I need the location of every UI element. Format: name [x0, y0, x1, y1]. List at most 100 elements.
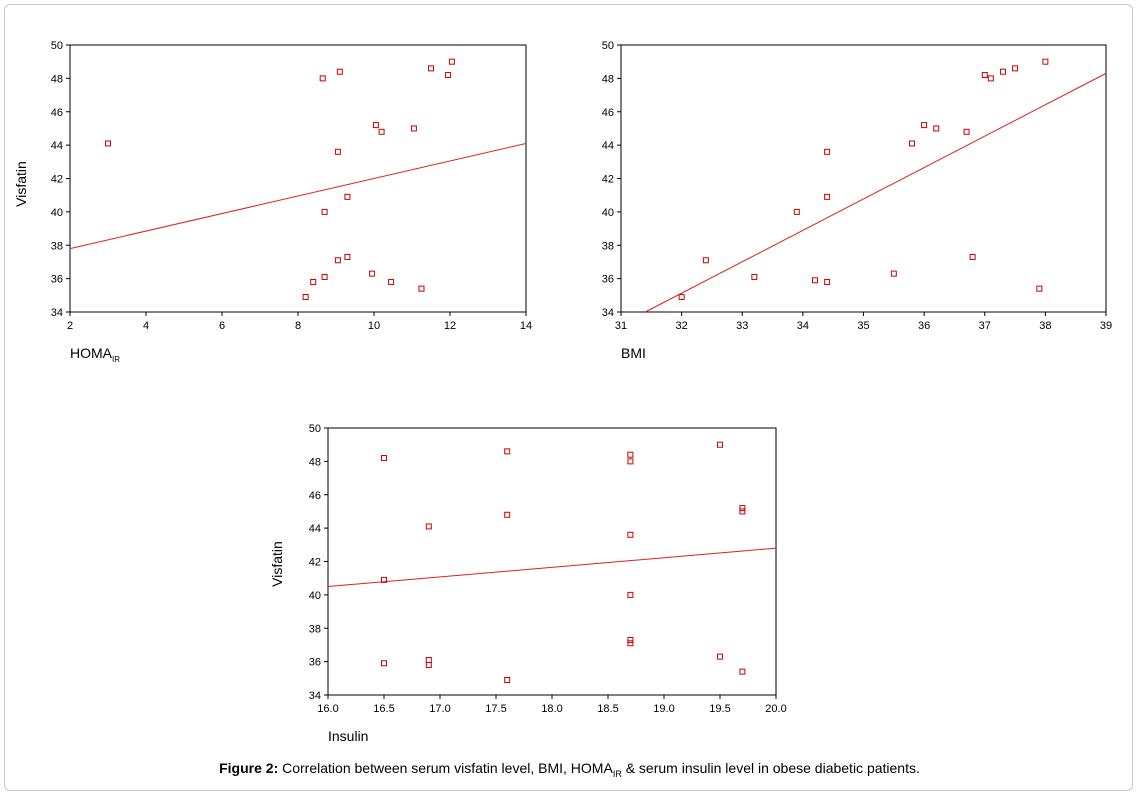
chart-2-y-tick-label: 36 [602, 274, 614, 286]
chart-2-y-tick-label: 40 [602, 207, 614, 219]
chart-2-data-point [751, 273, 758, 280]
chart-2-x-tick-label: 34 [797, 320, 809, 332]
chart-1-y-tick-label: 34 [51, 307, 63, 319]
chart-2-data-point [1042, 58, 1049, 65]
chart-1-plot-area [69, 44, 527, 313]
chart-1-y-tick-label: 38 [51, 240, 63, 252]
chart-3-fit-line [327, 547, 777, 588]
chart-2-y-tick-label: 42 [602, 174, 614, 186]
chart-3-x-tick-label: 16.0 [317, 703, 338, 715]
chart-3-data-point [504, 511, 511, 518]
chart-2-data-point [824, 278, 831, 285]
chart-1-data-point [410, 125, 417, 132]
chart-1-data-point [334, 257, 341, 264]
chart-2-data-point [890, 270, 897, 277]
chart-3-data-point [739, 505, 746, 512]
chart-2-data-point [1012, 65, 1019, 72]
chart-3-data-point [627, 640, 634, 647]
chart-3-y-tick-label: 50 [309, 423, 321, 435]
chart-3-y-tick-label: 48 [309, 456, 321, 468]
chart-1-data-point [372, 122, 379, 129]
chart-1-y-tick-label: 50 [51, 40, 63, 52]
chart-3-data-point [739, 668, 746, 675]
chart-1-data-point [321, 273, 328, 280]
chart-2-data-point [969, 253, 976, 260]
chart-3-data-point [627, 531, 634, 538]
chart-2-plot-area [620, 44, 1107, 313]
chart-1-data-point [336, 68, 343, 75]
chart-3-y-tick-label: 42 [309, 557, 321, 569]
chart-1-data-point [388, 278, 395, 285]
chart-1-y-tick-label: 42 [51, 174, 63, 186]
chart-1-data-point [344, 193, 351, 200]
chart-3-data-point [739, 508, 746, 515]
chart-1-data-point [319, 75, 326, 82]
chart-2-data-point [793, 208, 800, 215]
chart-2-data-point [824, 193, 831, 200]
chart-2-data-point [678, 293, 685, 300]
chart-1-data-point [448, 58, 455, 65]
chart-3-y-tick-label: 40 [309, 590, 321, 602]
chart-1-data-point [344, 253, 351, 260]
chart-3-data-point [627, 458, 634, 465]
chart-1-x-tick-label: 10 [368, 320, 380, 332]
chart-3-data-point [381, 660, 387, 667]
chart-1-x-tick-label: 12 [444, 320, 456, 332]
chart-3-y-tick-label: 44 [309, 523, 321, 535]
chart-3-data-point [717, 441, 723, 448]
chart-3-data-point [627, 451, 634, 458]
chart-1-x-tick-label: 4 [143, 320, 149, 332]
chart-3-x-axis-label: Insulin [328, 728, 368, 744]
chart-1-data-point [334, 148, 341, 155]
caption-text-sub: IR [612, 768, 622, 779]
chart-2-data-point [702, 257, 709, 264]
chart-3-y-tick-label: 34 [309, 690, 321, 702]
chart-3-x-tick-label: 17.0 [429, 703, 450, 715]
chart-3-x-tick-label: 17.5 [485, 703, 506, 715]
chart-1-data-point [369, 270, 376, 277]
chart-3-data-point [504, 448, 511, 455]
chart-1-y-tick-label: 40 [51, 207, 63, 219]
chart-2-x-tick-label: 38 [1039, 320, 1051, 332]
chart-1-fit-line [69, 142, 527, 250]
chart-2-x-tick-label: 35 [857, 320, 869, 332]
chart-1-x-tick-label: 8 [295, 320, 301, 332]
chart-2-data-point [963, 128, 970, 135]
chart-2-y-tick-label: 34 [602, 307, 614, 319]
chart-3-data-point [627, 591, 634, 598]
chart-3-y-tick-label: 38 [309, 623, 321, 635]
chart-2-data-point [1036, 285, 1043, 292]
caption-text-b: & serum insulin level in obese diabetic … [621, 760, 920, 776]
chart-1-x-tick-label: 2 [67, 320, 73, 332]
chart-3-plot-area [327, 427, 777, 696]
chart-2-data-point [812, 277, 818, 284]
chart-1-x-tick-label: 14 [520, 320, 532, 332]
chart-1-y-tick-label: 44 [51, 140, 63, 152]
chart-3-data-point [627, 636, 634, 643]
chart-2-data-point [824, 148, 831, 155]
chart-2-data-point [933, 125, 940, 132]
caption-text-a: Correlation between serum visfatin level… [282, 760, 613, 776]
chart-1-data-point [428, 65, 434, 72]
chart-3-data-point [381, 576, 387, 583]
chart-3-data-point [381, 455, 387, 462]
chart-2-y-tick-label: 48 [602, 73, 614, 85]
chart-2-data-point [921, 122, 928, 129]
chart-1-data-point [378, 128, 385, 135]
chart-3-x-tick-label: 18.5 [597, 703, 618, 715]
chart-1-x-axis-label: HOMAIR [70, 345, 120, 364]
chart-1-y-tick-label: 46 [51, 107, 63, 119]
chart-1-data-point [418, 285, 425, 292]
chart-2-y-tick-label: 46 [602, 107, 614, 119]
chart-2-x-tick-label: 32 [676, 320, 688, 332]
chart-3-x-tick-label: 20.0 [765, 703, 786, 715]
chart-2-y-tick-label: 44 [602, 140, 614, 152]
chart-2-x-tick-label: 36 [918, 320, 930, 332]
chart-2-x-tick-label: 39 [1100, 320, 1112, 332]
chart-1-data-point [321, 208, 328, 215]
figure-frame [4, 4, 1133, 791]
chart-1-y-tick-label: 48 [51, 73, 63, 85]
chart-3-y-tick-label: 36 [309, 657, 321, 669]
chart-3-y-axis-label: Visfatin [269, 541, 285, 587]
